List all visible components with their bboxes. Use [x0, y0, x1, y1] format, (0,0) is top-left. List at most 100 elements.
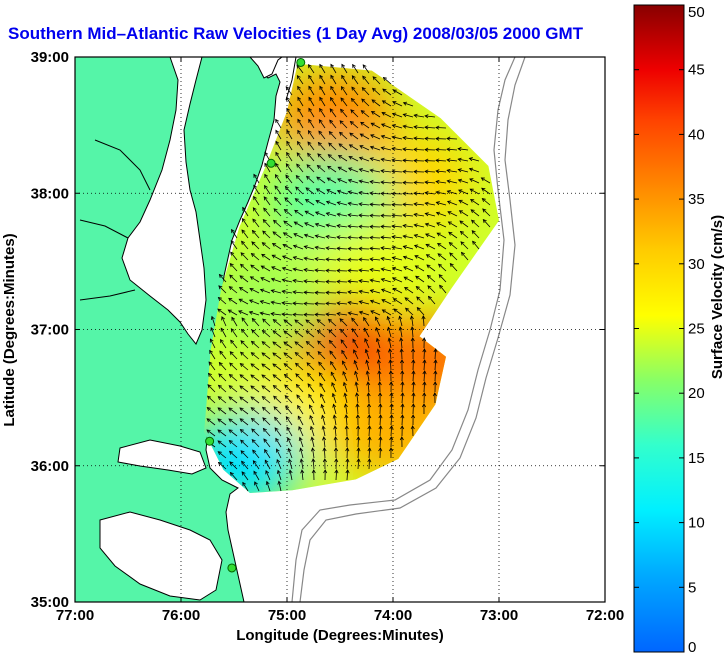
- velocity-arrowhead: [380, 235, 385, 240]
- velocity-arrowhead: [209, 349, 213, 355]
- velocity-arrow: [261, 385, 271, 393]
- velocity-arrow: [304, 280, 315, 283]
- velocity-arrowhead: [228, 418, 233, 423]
- velocity-arrow: [424, 138, 436, 140]
- velocity-arrowhead: [369, 257, 374, 262]
- velocity-arrowhead: [344, 414, 349, 419]
- velocity-arrowhead: [230, 240, 235, 245]
- velocity-arrowhead: [380, 146, 385, 151]
- velocity-arrowhead: [337, 178, 342, 183]
- velocity-arrow: [218, 385, 227, 393]
- velocity-arrowhead: [250, 352, 255, 357]
- velocity-arrowhead: [391, 202, 396, 207]
- velocity-arrow: [381, 236, 392, 239]
- velocity-arrow: [365, 349, 370, 360]
- velocity-arrow: [321, 404, 326, 415]
- velocity-arrowhead: [358, 310, 363, 315]
- velocity-arrow: [286, 141, 293, 151]
- velocity-arrowhead: [352, 63, 356, 69]
- velocity-arrowhead: [309, 414, 314, 420]
- velocity-arrow: [387, 316, 392, 327]
- velocity-arrowhead: [331, 382, 336, 387]
- velocity-arrow: [207, 407, 216, 415]
- velocity-arrow: [426, 264, 436, 272]
- velocity-arrowhead: [283, 363, 288, 368]
- velocity-arrow: [250, 374, 260, 382]
- velocity-arrow: [239, 418, 249, 426]
- velocity-arrow: [314, 314, 326, 316]
- velocity-arrow: [389, 349, 392, 360]
- velocity-arrow: [353, 349, 359, 360]
- velocity-arrowhead: [250, 264, 255, 269]
- velocity-arrow: [333, 404, 337, 415]
- velocity-arrow: [330, 75, 337, 85]
- velocity-arrowhead: [314, 211, 320, 216]
- velocity-arrow: [350, 121, 359, 129]
- velocity-arrowhead: [404, 307, 410, 312]
- velocity-arrow: [425, 213, 436, 217]
- velocity-arrowhead: [326, 177, 331, 182]
- velocity-arrow: [340, 329, 348, 338]
- velocity-arrow: [370, 300, 381, 305]
- velocity-arrow: [401, 403, 404, 415]
- velocity-arrowhead: [377, 381, 382, 386]
- velocity-arrowhead: [380, 256, 385, 261]
- velocity-arrowhead: [422, 348, 427, 353]
- velocity-arrow: [415, 265, 425, 272]
- velocity-arrow: [403, 245, 414, 250]
- velocity-arrowhead: [380, 288, 386, 293]
- velocity-arrowhead: [317, 141, 322, 146]
- velocity-arrowhead: [347, 268, 352, 273]
- velocity-arrow: [319, 97, 326, 107]
- velocity-arrow: [292, 314, 304, 316]
- velocity-arrowhead: [272, 363, 277, 368]
- velocity-arrow: [358, 258, 370, 261]
- velocity-arrowhead: [358, 213, 363, 218]
- velocity-arrow: [481, 177, 491, 184]
- velocity-arrowhead: [427, 285, 432, 290]
- velocity-arrowhead: [378, 392, 383, 397]
- velocity-arrowhead: [265, 480, 270, 486]
- velocity-arrowhead: [351, 317, 356, 322]
- velocity-arrow: [283, 352, 293, 360]
- velocity-arrowhead: [413, 191, 418, 196]
- velocity-arrowhead: [272, 341, 277, 346]
- velocity-arrow: [253, 185, 260, 195]
- velocity-arrowhead: [366, 392, 371, 397]
- velocity-arrowhead: [470, 219, 476, 224]
- velocity-arrowhead: [250, 396, 255, 401]
- velocity-arrowhead: [347, 201, 352, 206]
- velocity-arrowhead: [238, 310, 243, 315]
- velocity-arrowhead: [305, 319, 310, 324]
- velocity-arrowhead: [369, 213, 374, 218]
- velocity-arrowhead: [284, 197, 289, 202]
- velocity-arrowhead: [264, 459, 269, 464]
- velocity-arrowhead: [435, 211, 441, 216]
- velocity-arrowhead: [250, 374, 255, 379]
- velocity-arrowhead: [264, 184, 268, 190]
- velocity-arrow: [366, 371, 370, 382]
- velocity-arrow: [378, 371, 381, 382]
- velocity-arrowhead: [275, 162, 279, 168]
- velocity-arrowhead: [218, 373, 223, 378]
- velocity-arrow: [241, 329, 249, 338]
- velocity-arrow: [326, 212, 337, 217]
- velocity-arrow: [249, 299, 260, 305]
- velocity-arrowhead: [446, 179, 451, 184]
- velocity-arrow: [217, 308, 227, 316]
- velocity-arrow: [275, 438, 282, 448]
- velocity-arrow: [448, 221, 458, 228]
- velocity-arrow: [283, 232, 293, 239]
- velocity-arrowhead: [340, 328, 344, 333]
- velocity-arrow: [314, 281, 326, 283]
- velocity-arrowhead: [359, 145, 364, 149]
- velocity-arrow: [272, 330, 282, 338]
- velocity-arrow: [379, 425, 382, 437]
- velocity-arrowhead: [380, 134, 385, 139]
- velocity-arrow: [251, 329, 260, 338]
- velocity-arrow: [370, 158, 381, 162]
- velocity-arrow: [425, 223, 436, 228]
- velocity-arrow: [253, 174, 260, 184]
- velocity-arrow: [217, 418, 227, 426]
- velocity-arrowhead: [339, 120, 344, 125]
